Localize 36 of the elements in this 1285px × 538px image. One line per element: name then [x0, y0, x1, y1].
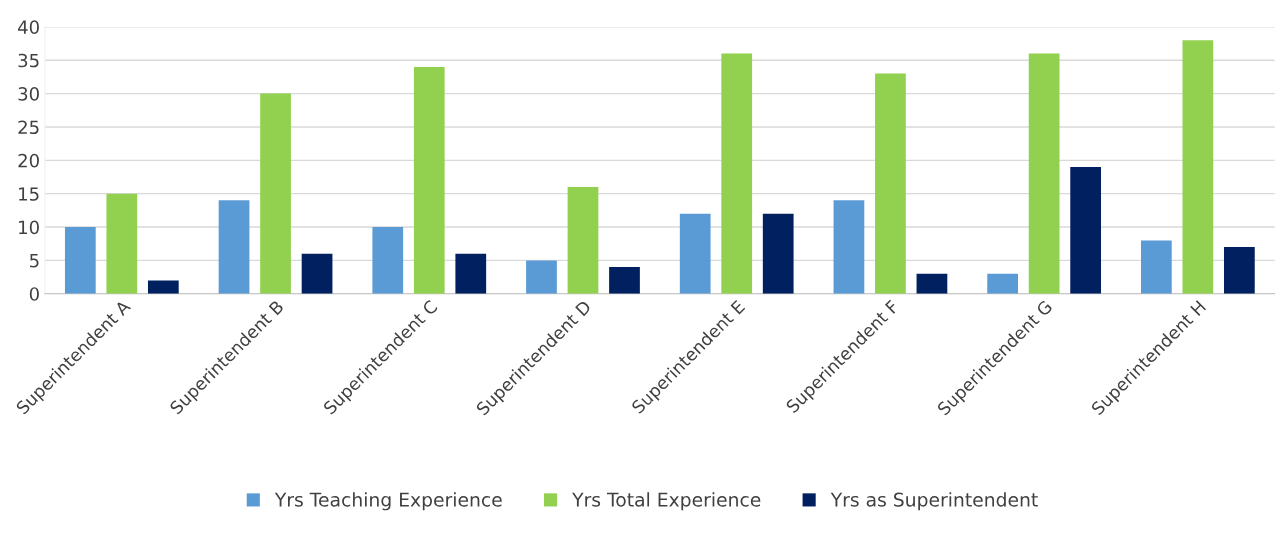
- bar: [218, 200, 250, 294]
- legend-label: Yrs Total Experience: [572, 492, 761, 511]
- y-tick-label: 10: [19, 220, 39, 235]
- bar: [1028, 53, 1060, 294]
- y-tick-label: 25: [18, 120, 39, 135]
- bar: [1223, 247, 1255, 294]
- bar: [987, 273, 1019, 294]
- bar: [679, 213, 711, 294]
- y-tick-label: 35: [18, 53, 39, 68]
- bar: [1070, 167, 1102, 294]
- bar: [106, 193, 138, 294]
- bar: [875, 73, 906, 294]
- bar: [147, 280, 179, 294]
- y-tick-label: 30: [18, 87, 39, 101]
- bar: [413, 66, 445, 294]
- bar: [455, 253, 487, 294]
- bar: [526, 260, 557, 294]
- bar: [762, 213, 794, 294]
- bar: [567, 187, 599, 294]
- bar: [1182, 40, 1214, 294]
- y-tick-label: 0: [29, 287, 39, 301]
- y-tick-label: 20: [18, 153, 39, 168]
- legend-label: Yrs as Superintendent: [830, 492, 1038, 511]
- y-tick-label: 40: [18, 20, 39, 35]
- y-tick-label: 15: [19, 187, 39, 201]
- bar: [372, 227, 404, 294]
- legend-label: Yrs Teaching Experience: [274, 492, 502, 511]
- bar: [916, 273, 948, 294]
- bar: [833, 200, 865, 294]
- y-tick-label: 5: [30, 254, 39, 268]
- bar: [609, 267, 640, 294]
- bar: [301, 253, 333, 294]
- bar: [260, 93, 291, 294]
- bar: [1140, 240, 1172, 294]
- bar: [721, 53, 753, 294]
- bar: [64, 227, 96, 294]
